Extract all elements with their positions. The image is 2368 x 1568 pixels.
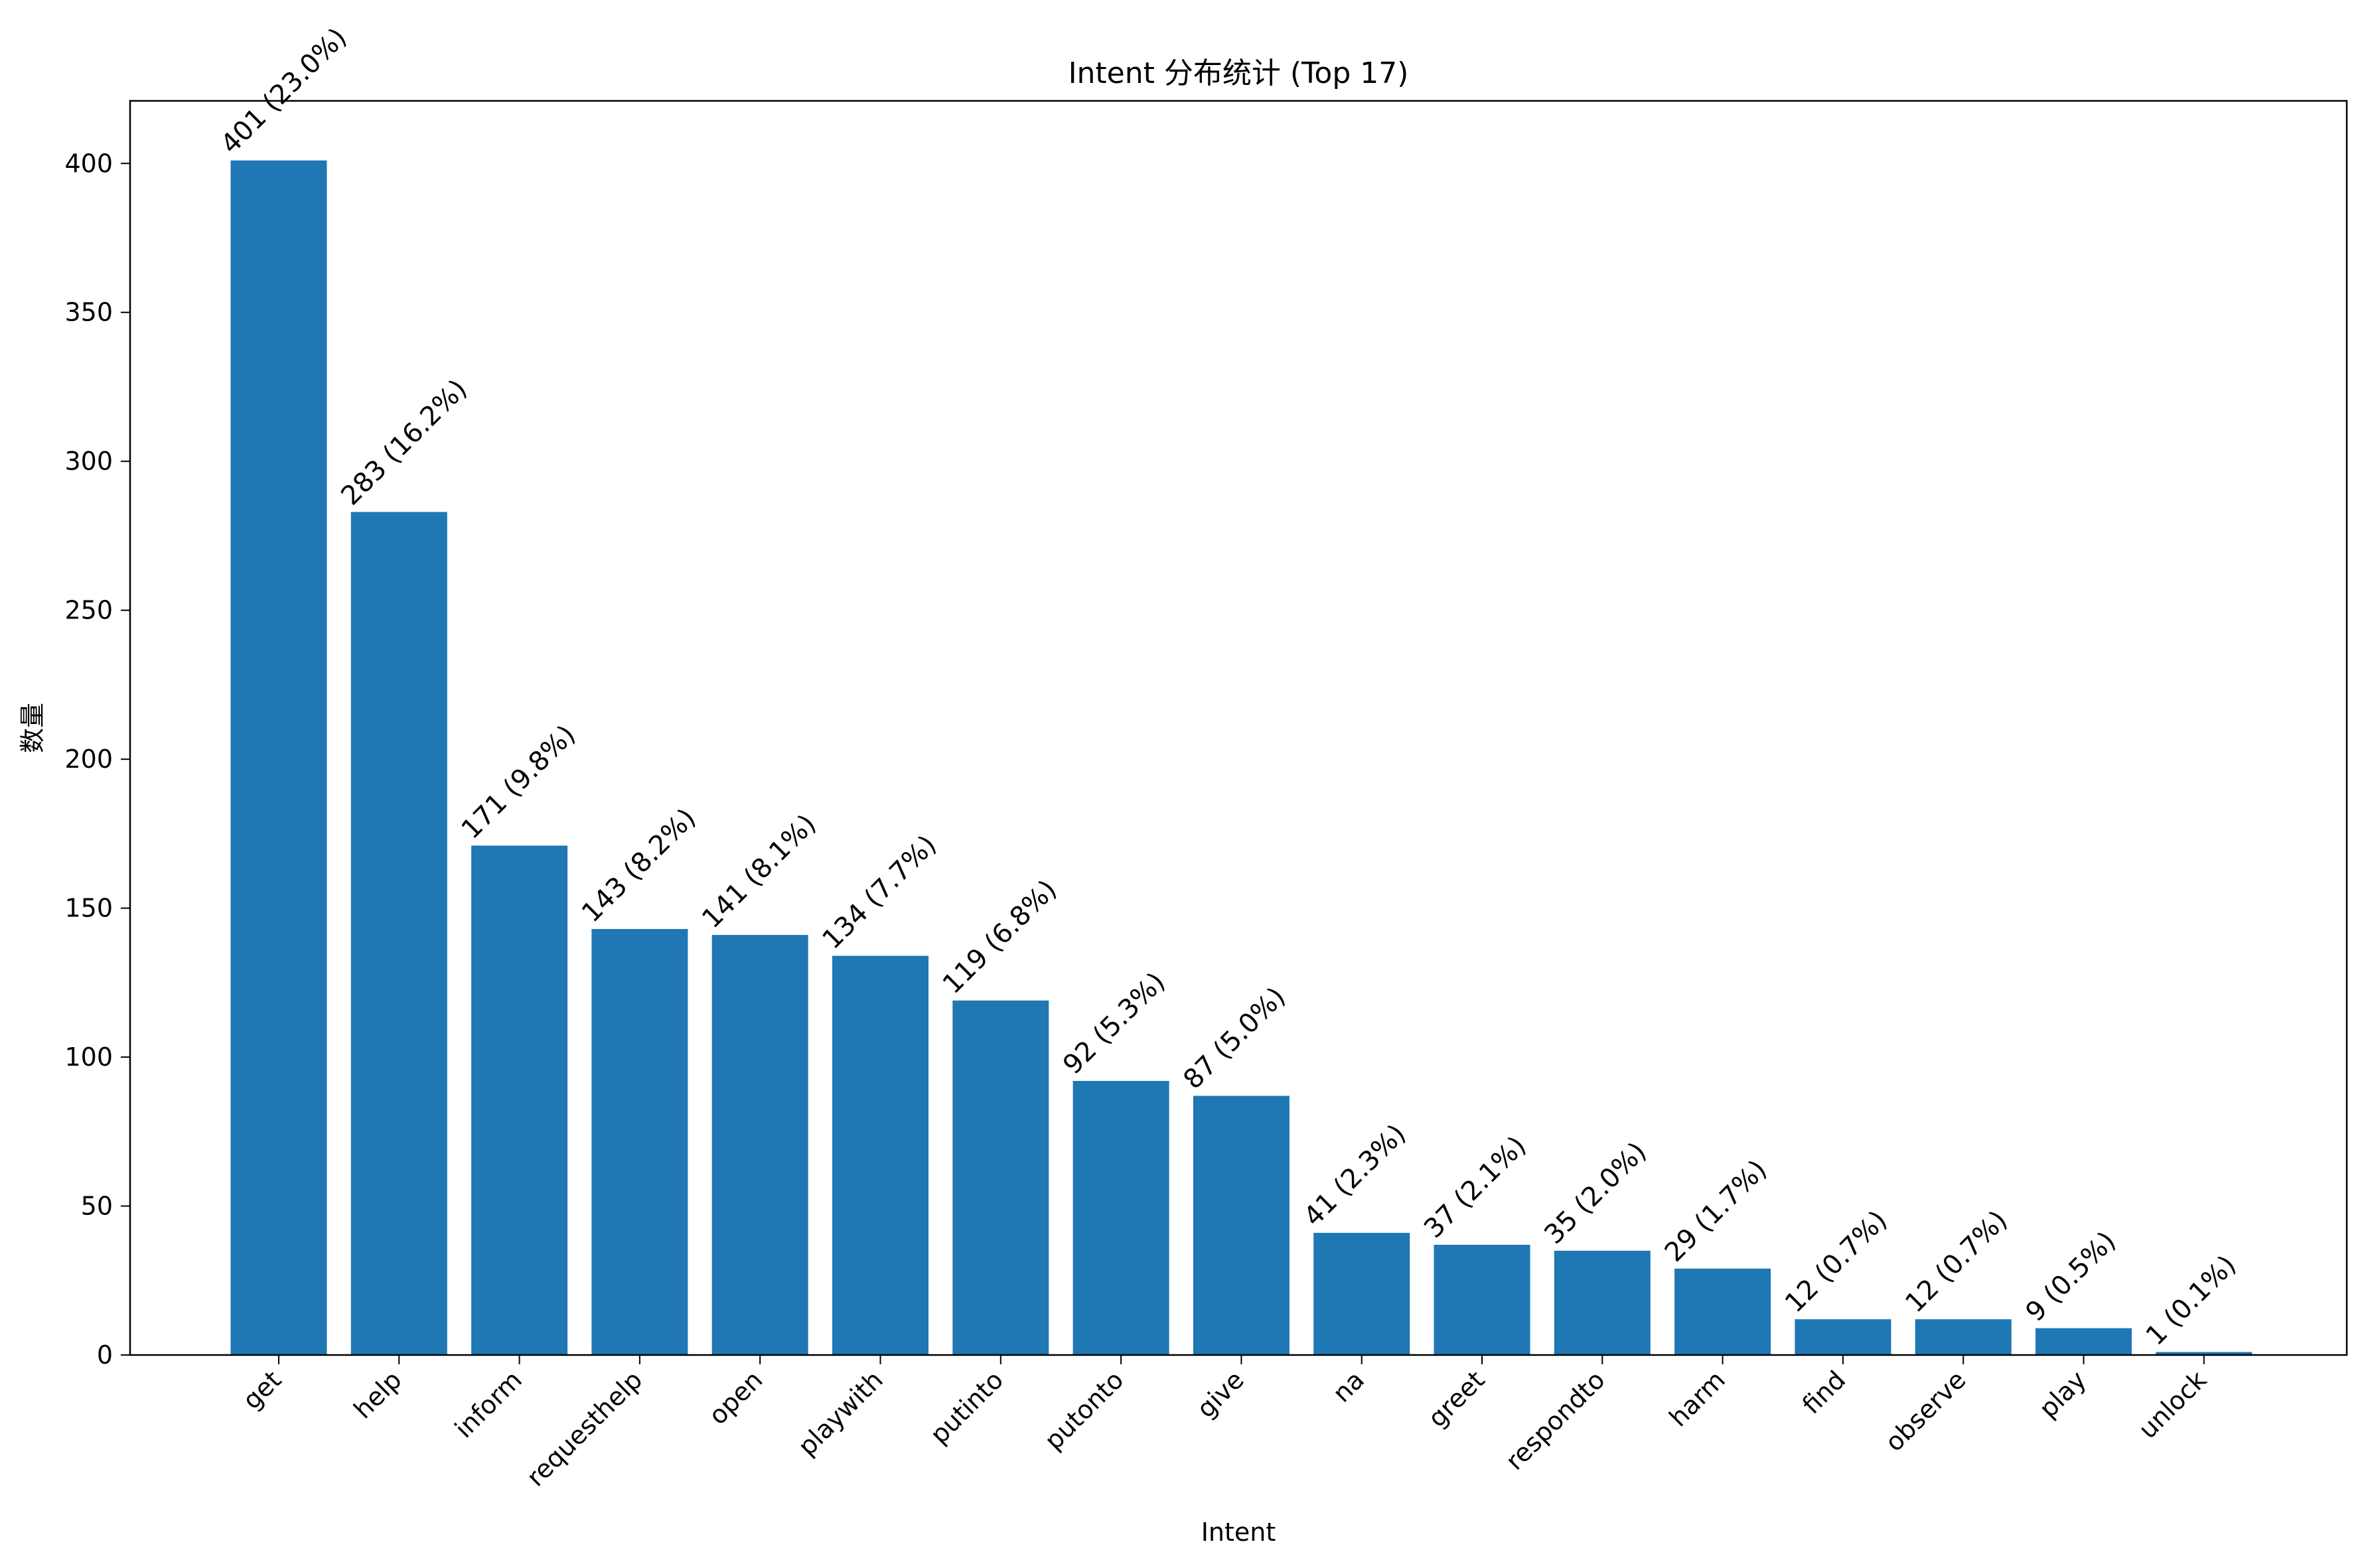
bar-find (1795, 1319, 1891, 1355)
y-axis-label: 数量 (18, 703, 47, 753)
bar-unlock (2156, 1352, 2253, 1355)
bar-playwith (832, 956, 928, 1355)
bar-putinto (952, 1000, 1049, 1355)
y-tick-label-350: 350 (64, 298, 113, 327)
x-axis-label: Intent (1201, 1518, 1276, 1547)
bar-observe (1915, 1319, 2012, 1355)
bar-give (1193, 1096, 1290, 1355)
y-tick-label-200: 200 (64, 745, 113, 774)
y-tick-label-300: 300 (64, 447, 113, 476)
plot-frame (129, 100, 2348, 1356)
bar-harm (1674, 1268, 1771, 1355)
y-tick-label-100: 100 (64, 1042, 113, 1072)
y-tick-label-250: 250 (64, 596, 113, 625)
bar-requesthelp (591, 929, 688, 1355)
bar-get (230, 160, 327, 1355)
bar-respondto (1554, 1250, 1651, 1355)
bar-putonto (1073, 1080, 1169, 1355)
y-tick-label-0: 0 (97, 1340, 113, 1370)
y-tick-label-150: 150 (64, 894, 113, 923)
bar-play (2035, 1328, 2132, 1355)
chart-title: Intent 分布统计 (Top 17) (1069, 56, 1409, 90)
bar-open (711, 935, 808, 1355)
bar-greet (1434, 1244, 1530, 1355)
bar-inform (471, 845, 568, 1355)
y-tick-label-400: 400 (64, 149, 113, 178)
y-axis: 0 50 100 150 200 250 300 350 400 (64, 149, 130, 1370)
bar-help (350, 512, 447, 1356)
bars-group (230, 160, 2253, 1356)
y-tick-label-50: 50 (81, 1192, 113, 1221)
bar-na (1313, 1232, 1410, 1355)
